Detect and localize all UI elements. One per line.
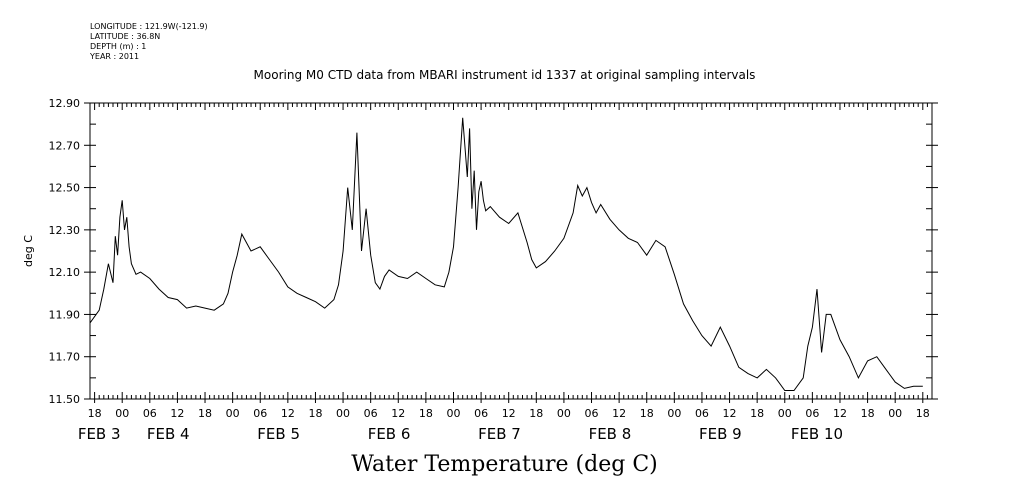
- x-tick-label: 18: [308, 407, 322, 420]
- y-tick-label: 11.90: [49, 308, 81, 321]
- x-tick-label: 06: [695, 407, 709, 420]
- x-tick-label: 12: [281, 407, 295, 420]
- depth-label: DEPTH (m) : 1: [90, 42, 147, 51]
- x-tick-label: 00: [557, 407, 571, 420]
- x-tick-label: 18: [640, 407, 654, 420]
- longitude-label: LONGITUDE : 121.9W(-121.9): [90, 22, 208, 31]
- x-tick-label: 00: [778, 407, 792, 420]
- y-tick-label: 11.50: [49, 393, 81, 406]
- x-tick-label: 00: [226, 407, 240, 420]
- x-tick-label: 12: [391, 407, 405, 420]
- x-tick-label: 00: [115, 407, 129, 420]
- x-tick-label: 18: [750, 407, 764, 420]
- date-label: FEB 7: [478, 425, 521, 443]
- date-label: FEB 4: [147, 425, 190, 443]
- date-label: FEB 10: [791, 425, 843, 443]
- x-axis-label: Water Temperature (deg C): [351, 452, 658, 477]
- x-tick-label: 12: [723, 407, 737, 420]
- y-axis-label: deg C: [22, 235, 35, 267]
- date-label: FEB 3: [78, 425, 121, 443]
- date-label: FEB 6: [368, 425, 411, 443]
- temperature-series-line: [89, 117, 923, 391]
- x-tick-label: 12: [612, 407, 626, 420]
- x-tick-label: 00: [446, 407, 460, 420]
- x-tick-label: 00: [336, 407, 350, 420]
- chart-title: Mooring M0 CTD data from MBARI instrumen…: [253, 68, 756, 82]
- y-tick-label: 12.10: [49, 266, 81, 279]
- plot-frame: [89, 102, 933, 400]
- date-label: FEB 5: [257, 425, 300, 443]
- x-tick-label: 06: [253, 407, 267, 420]
- date-label: FEB 9: [699, 425, 742, 443]
- x-tick-label: 18: [198, 407, 212, 420]
- x-tick-label: 12: [502, 407, 516, 420]
- y-tick-label: 12.70: [49, 139, 81, 152]
- x-tick-label: 18: [419, 407, 433, 420]
- x-tick-label: 12: [833, 407, 847, 420]
- x-tick-label: 06: [143, 407, 157, 420]
- x-tick-label: 18: [88, 407, 102, 420]
- x-tick-label: 06: [585, 407, 599, 420]
- x-tick-label: 00: [888, 407, 902, 420]
- latitude-label: LATITUDE : 36.8N: [90, 32, 161, 41]
- metadata-block: LONGITUDE : 121.9W(-121.9) LATITUDE : 36…: [90, 22, 208, 62]
- y-tick-label: 11.70: [49, 351, 81, 364]
- y-tick-label: 12.90: [49, 97, 81, 110]
- x-tick-label: 18: [916, 407, 930, 420]
- y-tick-label: 12.50: [49, 182, 81, 195]
- y-tick-label: 12.30: [49, 224, 81, 237]
- x-tick-label: 06: [364, 407, 378, 420]
- x-tick-label: 00: [667, 407, 681, 420]
- x-tick-label: 06: [474, 407, 488, 420]
- x-tick-label: 18: [529, 407, 543, 420]
- x-tick-label: 06: [805, 407, 819, 420]
- date-label: FEB 8: [589, 425, 632, 443]
- x-tick-label: 18: [861, 407, 875, 420]
- year-label: YEAR : 2011: [90, 52, 140, 61]
- x-tick-label: 12: [170, 407, 184, 420]
